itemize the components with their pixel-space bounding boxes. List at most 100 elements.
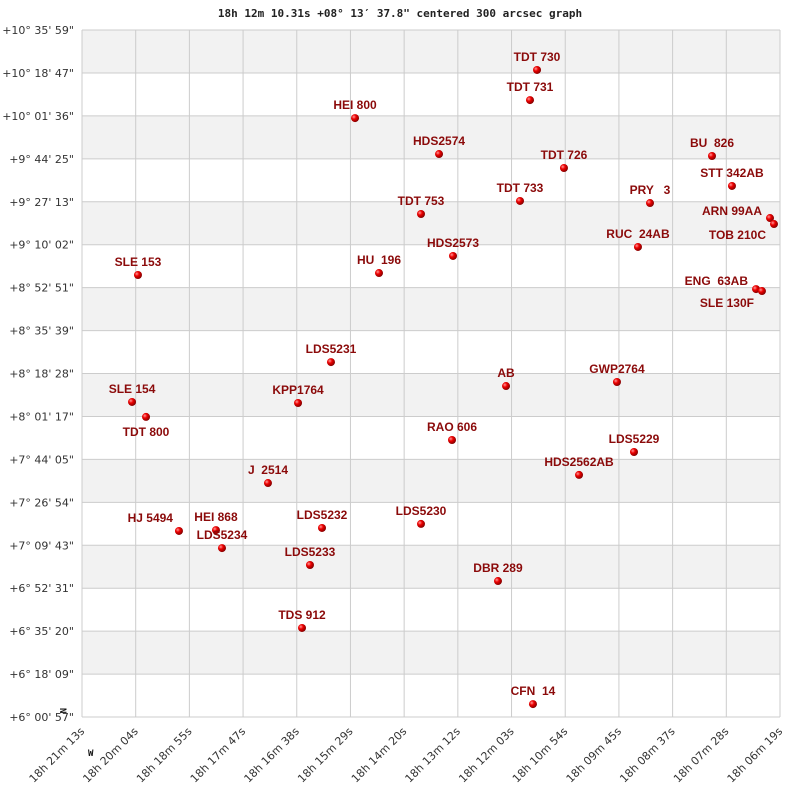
data-point[interactable] [351,114,360,123]
data-label: BU 826 [690,136,734,150]
data-label: RUC 24AB [606,227,670,241]
compass-west: W [88,749,94,759]
data-point[interactable] [174,526,183,535]
data-label: LDS5234 [197,528,248,542]
plot-band [82,244,780,288]
data-point[interactable] [612,378,621,387]
y-tick-label: +8° 18' 28" [9,368,74,381]
data-point[interactable] [211,526,220,535]
data-point[interactable] [766,214,775,223]
data-label: LDS5229 [609,432,660,446]
data-label: KPP1764 [272,383,324,397]
data-point[interactable] [142,412,151,421]
chart-title: 18h 12m 10.31s +08° 13′ 37.8" centered 3… [218,7,582,20]
data-point[interactable] [294,398,303,407]
x-tick-label: 18h 13m 12s [403,725,464,786]
compass-north: N [57,708,67,713]
data-point[interactable] [526,96,535,105]
data-label: LDS5232 [297,508,348,522]
plot-band [82,115,780,159]
y-axis-ticks: +10° 35' 59" +10° 18' 47" +10° 01' 36" +9° … [2,24,74,724]
plot-band [82,459,780,503]
data-label: GWP2764 [589,362,645,376]
y-tick-label: +9° 10' 02" [9,239,74,252]
data-label: HDS2574 [413,134,465,148]
data-point[interactable] [646,199,655,208]
y-tick-label: +10° 18' 47" [2,67,74,80]
data-point[interactable] [533,65,542,74]
data-point[interactable] [633,242,642,251]
data-label: STT 342AB [700,166,764,180]
data-point[interactable] [516,196,525,205]
data-point[interactable] [298,623,307,632]
data-point[interactable] [128,397,137,406]
y-tick-label: +7° 26' 54" [9,496,74,509]
data-label: TDT 731 [507,80,554,94]
data-label: TDT 733 [497,181,544,195]
data-point[interactable] [326,358,335,367]
data-point[interactable] [528,700,537,709]
plot-band [82,72,780,116]
data-label: TDT 753 [398,194,445,208]
data-label: AB [497,366,515,380]
y-tick-label: +6° 18' 09" [9,668,74,681]
y-tick-label: +6° 35' 20" [9,625,74,638]
plot-band [82,158,780,202]
data-point[interactable] [305,560,314,569]
plot-band [82,201,780,245]
data-point[interactable] [263,479,272,488]
data-point[interactable] [757,287,766,296]
data-label: LDS5233 [285,545,336,559]
data-point[interactable] [493,577,502,586]
data-point[interactable] [318,523,327,532]
plot-band [82,287,780,331]
data-label: CFN 14 [511,684,556,698]
y-tick-label: +10° 01' 36" [2,110,74,123]
plot-band [82,674,780,717]
y-tick-label: +8° 52' 51" [9,282,74,295]
data-point[interactable] [727,181,736,190]
data-point[interactable] [417,519,426,528]
x-tick-label: 18h 09m 45s [564,725,625,786]
data-point[interactable] [448,436,457,445]
data-label: SLE 130F [700,296,754,310]
data-point[interactable] [559,163,568,172]
data-point[interactable] [707,151,716,160]
data-point[interactable] [502,382,511,391]
data-label: ENG 63AB [685,274,749,288]
data-label: DBR 289 [473,561,523,575]
data-point[interactable] [575,470,584,479]
data-label: HEI 868 [194,510,238,524]
y-tick-label: +10° 35' 59" [2,24,74,37]
x-tick-label: 18h 14m 20s [349,725,410,786]
data-label: PRY 3 [630,183,671,197]
data-label: HDS2573 [427,236,479,250]
x-tick-label: 18h 07m 28s [671,725,732,786]
data-label: SLE 154 [109,382,156,396]
x-tick-label: 18h 06m 19s [725,725,786,786]
data-points [128,65,778,709]
data-point[interactable] [417,209,426,218]
x-tick-label: 18h 21m 13s [27,725,88,786]
plot-band [82,631,780,675]
data-point[interactable] [449,251,458,260]
plot-band [82,545,780,589]
data-point[interactable] [769,220,778,229]
data-point[interactable] [217,544,226,553]
data-label: ARN 99AA [702,204,762,218]
y-tick-label: +9° 44' 25" [9,153,74,166]
x-tick-label: 18h 16m 38s [241,725,302,786]
data-point[interactable] [375,269,384,278]
data-label: J 2514 [248,463,288,477]
plot-band [82,416,780,460]
data-label: TOB 210C [709,228,766,242]
data-label: HEI 800 [333,98,377,112]
y-tick-label: +6° 52' 31" [9,582,74,595]
data-point[interactable] [133,270,142,279]
y-tick-label: +6° 00' 57" [9,711,74,724]
data-point[interactable] [435,150,444,159]
data-point[interactable] [629,447,638,456]
data-label: HDS2562AB [544,455,614,469]
plot-band [82,330,780,374]
grid-lines [81,29,781,718]
